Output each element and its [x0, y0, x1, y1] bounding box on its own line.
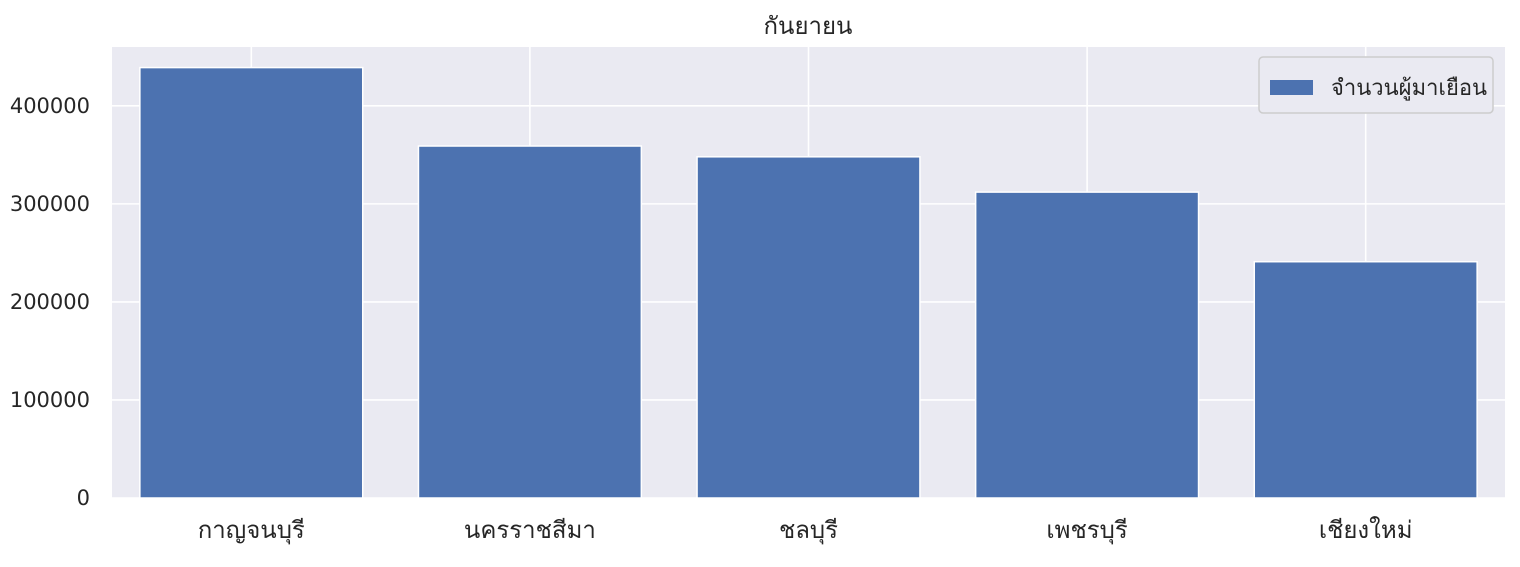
x-axis-ticks: กาญจนบุรี นครราชสีมา ชลบุรี เพชรบุรี เชียงให…: [198, 516, 1413, 545]
bar: [139, 66, 364, 499]
bar: [417, 145, 643, 499]
y-tick-label: 400000: [10, 94, 90, 118]
bar: [1253, 260, 1478, 499]
legend: จำนวนผู้มาเยือน: [1258, 56, 1494, 114]
legend-box: [1258, 56, 1494, 114]
x-tick-label: เชียงใหม่: [1319, 516, 1413, 544]
bar: [696, 156, 921, 499]
bars: [139, 66, 1478, 499]
y-tick-label: 200000: [10, 290, 90, 314]
x-tick-label: กาญจนบุรี: [198, 516, 305, 545]
y-tick-label: 0: [77, 486, 90, 510]
bar: [974, 191, 1200, 499]
y-axis-ticks: 0 100000 200000 300000 400000: [10, 94, 90, 510]
x-tick-label: นครราชสีมา: [464, 516, 596, 544]
x-tick-label: เพชรบุรี: [1046, 516, 1127, 545]
y-tick-label: 300000: [10, 192, 90, 216]
x-tick-label: ชลบุรี: [779, 516, 838, 545]
legend-label: จำนวนผู้มาเยือน: [1331, 76, 1487, 101]
chart-title: กันยายน: [764, 12, 853, 40]
y-tick-label: 100000: [10, 388, 90, 412]
legend-swatch: [1270, 80, 1313, 95]
